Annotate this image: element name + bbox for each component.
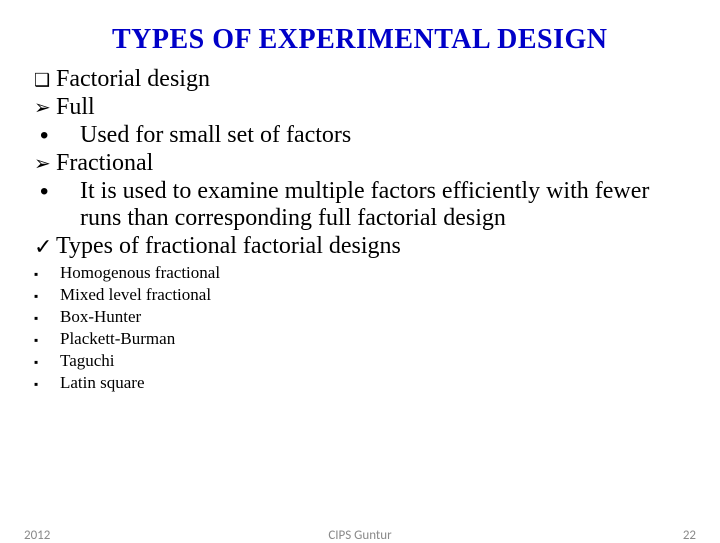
square-bullet-icon: ▪ <box>34 351 60 373</box>
list-item: ▪ Latin square <box>34 373 686 395</box>
footer-page: 22 <box>683 528 696 543</box>
sub-item: Latin square <box>60 373 145 393</box>
list-item: ▪ Plackett-Burman <box>34 329 686 351</box>
square-bullet-icon: ▪ <box>34 285 60 307</box>
dot-bullet-icon: • <box>34 122 56 150</box>
list-item: • Used for small set of factors <box>34 122 686 150</box>
slide-title: TYPES OF EXPERIMENTAL DESIGN <box>112 24 686 56</box>
list-item: ▪ Homogenous fractional <box>34 263 686 285</box>
list-item: ❑ Factorial design <box>34 66 686 94</box>
sub-item: Taguchi <box>60 351 115 371</box>
arrow-bullet-icon: ➢ <box>34 150 56 178</box>
sub-item: Mixed level fractional <box>60 285 211 305</box>
dot-bullet-icon: • <box>34 178 56 206</box>
sub-item: Box-Hunter <box>60 307 141 327</box>
square-bullet-icon: ▪ <box>34 373 60 395</box>
sub-item: Plackett-Burman <box>60 329 175 349</box>
slide-content: ❑ Factorial design ➢ Full • Used for sma… <box>34 66 686 395</box>
list-item: ➢ Fractional <box>34 150 686 178</box>
text-full: Full <box>56 94 95 122</box>
footer-year: 2012 <box>24 528 50 543</box>
list-item: • It is used to examine multiple factors… <box>34 178 686 233</box>
text-full-desc: Used for small set of factors <box>56 122 351 150</box>
check-bullet-icon: ✓ <box>34 233 56 261</box>
footer-center: CIPS Guntur <box>328 528 391 543</box>
text-factorial: Factorial design <box>56 66 210 94</box>
text-types-heading: Types of fractional factorial designs <box>56 233 401 261</box>
text-fractional-desc: It is used to examine multiple factors e… <box>56 178 686 233</box>
list-item: ➢ Full <box>34 94 686 122</box>
square-bullet-icon: ▪ <box>34 263 60 285</box>
list-item: ▪ Box-Hunter <box>34 307 686 329</box>
square-bullet-icon: ❑ <box>34 66 56 94</box>
text-fractional: Fractional <box>56 150 153 178</box>
list-item: ▪ Taguchi <box>34 351 686 373</box>
list-item: ✓ Types of fractional factorial designs <box>34 233 686 261</box>
square-bullet-icon: ▪ <box>34 307 60 329</box>
arrow-bullet-icon: ➢ <box>34 94 56 122</box>
list-item: ▪ Mixed level fractional <box>34 285 686 307</box>
square-bullet-icon: ▪ <box>34 329 60 351</box>
sub-list: ▪ Homogenous fractional ▪ Mixed level fr… <box>34 263 686 395</box>
sub-item: Homogenous fractional <box>60 263 220 283</box>
slide: TYPES OF EXPERIMENTAL DESIGN ❑ Factorial… <box>0 0 720 540</box>
